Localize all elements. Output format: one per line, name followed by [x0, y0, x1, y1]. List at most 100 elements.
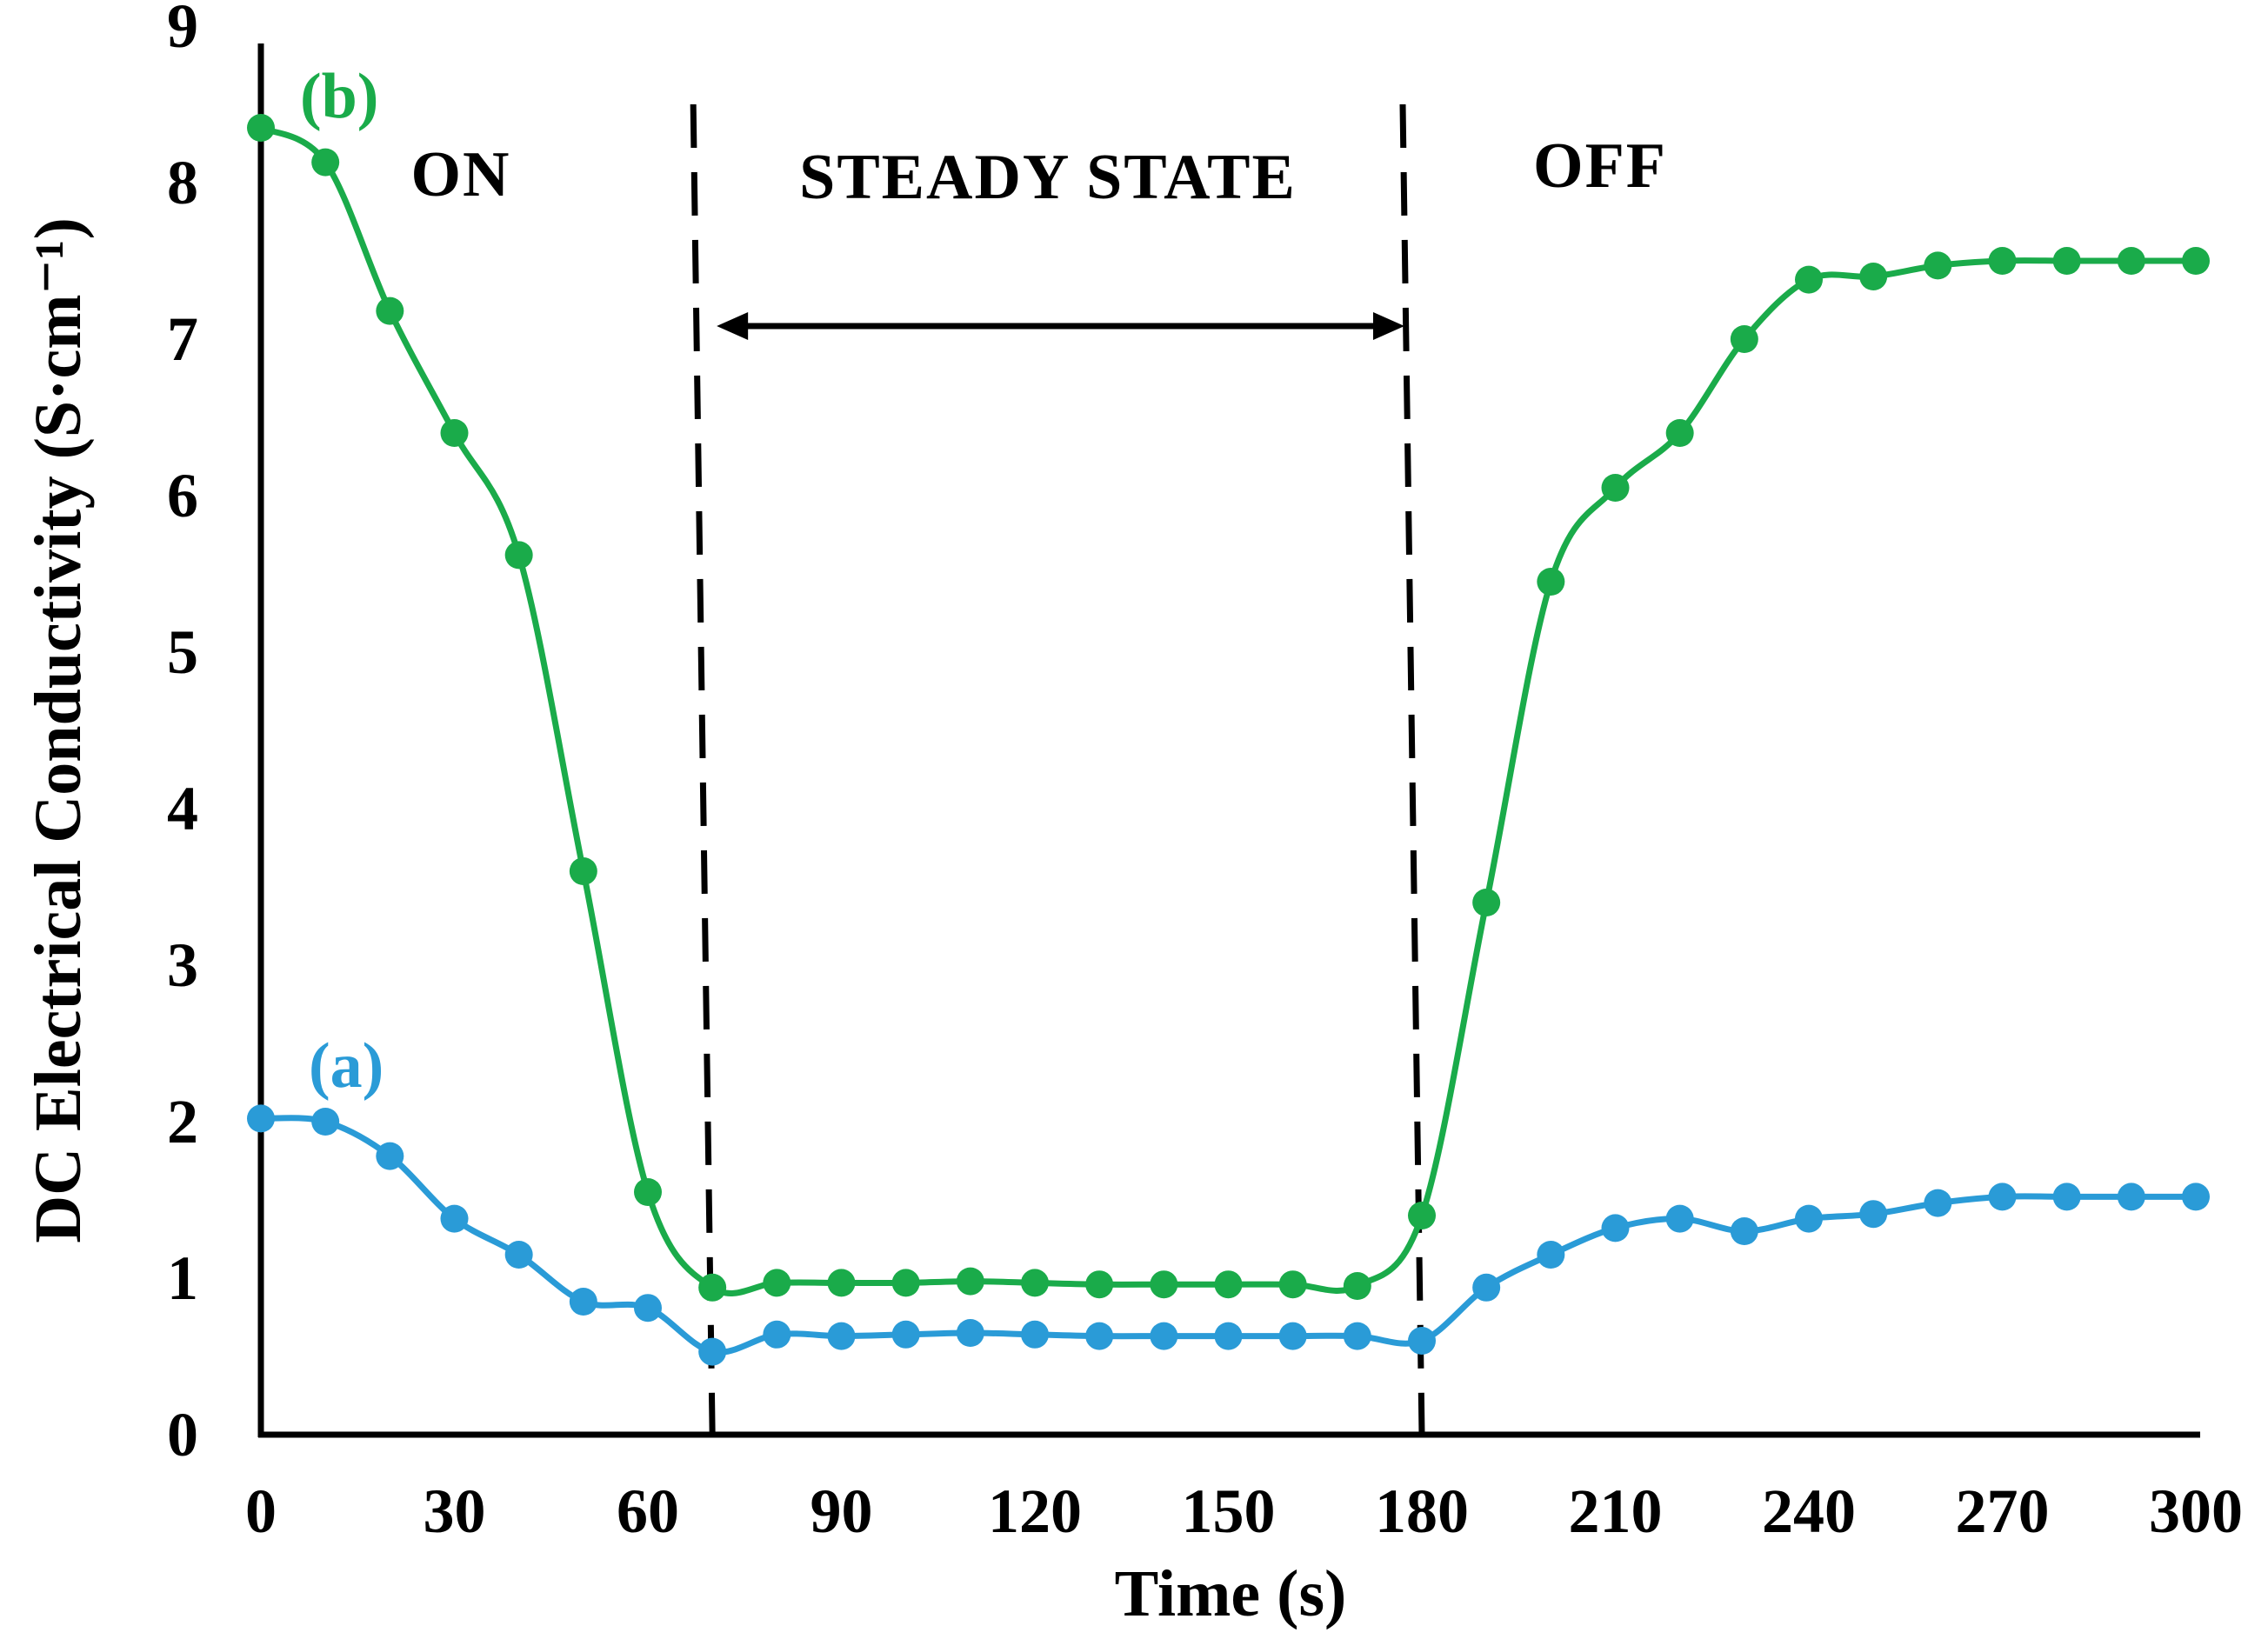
data-point — [956, 1319, 984, 1347]
region-label-off: OFF — [1533, 130, 1667, 202]
data-point — [1408, 1327, 1436, 1355]
data-point — [440, 1204, 469, 1233]
data-point — [1343, 1272, 1371, 1300]
axes — [257, 43, 2200, 1438]
data-point — [1601, 1214, 1630, 1243]
data-point — [569, 857, 597, 885]
y-tick-label: 2 — [167, 1087, 198, 1156]
region-boundaries — [690, 103, 1425, 1436]
data-point — [1859, 1200, 1888, 1229]
data-point — [2052, 1183, 2081, 1211]
y-tick-label: 1 — [167, 1243, 198, 1313]
series-a — [247, 1104, 2210, 1366]
data-point — [376, 296, 404, 325]
x-tick-label: 300 — [2149, 1476, 2243, 1546]
data-point — [1537, 1241, 1565, 1269]
y-tick-label: 6 — [167, 461, 198, 530]
arrow-head-left — [717, 312, 749, 340]
data-point — [1665, 1204, 1694, 1233]
data-point — [698, 1273, 727, 1302]
data-point — [1343, 1322, 1371, 1350]
data-point — [1278, 1270, 1307, 1299]
series-label-a: (a) — [309, 1030, 384, 1102]
data-point — [1085, 1270, 1114, 1299]
data-point — [827, 1322, 856, 1350]
data-point — [2117, 247, 2145, 275]
x-tick-label: 210 — [1569, 1476, 1663, 1546]
data-point — [440, 419, 469, 447]
region-label-steady-state: STEADY STATE — [799, 142, 1297, 213]
data-point — [763, 1320, 791, 1349]
data-point — [247, 1104, 275, 1133]
x-tick-label: 150 — [1182, 1476, 1276, 1546]
x-tick-label: 240 — [1762, 1476, 1856, 1546]
data-point — [311, 148, 340, 177]
data-point — [504, 541, 533, 570]
region-label-on: ON — [411, 139, 511, 210]
data-point — [1665, 419, 1694, 447]
data-point — [1730, 1217, 1758, 1245]
data-point — [1795, 265, 1823, 294]
x-tick-label: 180 — [1375, 1476, 1469, 1546]
data-point — [1085, 1322, 1114, 1350]
data-point — [698, 1337, 727, 1366]
data-point — [376, 1142, 404, 1170]
data-point — [1150, 1322, 1178, 1350]
series-line — [259, 124, 2196, 1296]
y-tick-label: 7 — [167, 304, 198, 374]
data-point — [1214, 1322, 1243, 1350]
data-point — [1924, 251, 1952, 280]
y-axis-ticks: 0 1 2 3 4 5 6 7 8 9 — [167, 0, 198, 1469]
data-point — [247, 114, 275, 142]
data-point — [569, 1288, 597, 1316]
data-point — [763, 1269, 791, 1297]
y-tick-label: 4 — [167, 774, 198, 843]
arrow-head-right — [1373, 312, 1404, 340]
data-point — [1278, 1322, 1307, 1350]
data-point — [891, 1269, 920, 1297]
x-tick-label: 0 — [245, 1476, 277, 1546]
boundary-dashed-line — [690, 103, 716, 1436]
series-labels: (b) (a) — [300, 61, 384, 1102]
series-label-b: (b) — [300, 61, 378, 132]
region-labels: ON STEADY STATE OFF — [411, 130, 1667, 213]
data-point — [1021, 1269, 1049, 1297]
data-point — [1408, 1202, 1436, 1229]
x-tick-label: 270 — [1956, 1476, 2050, 1546]
x-tick-label: 60 — [617, 1476, 679, 1546]
data-point — [311, 1108, 340, 1136]
data-point — [1988, 247, 2017, 275]
data-series — [247, 114, 2210, 1366]
series-line — [260, 1115, 2196, 1356]
data-point — [2182, 247, 2210, 275]
data-point — [1988, 1183, 2017, 1211]
data-point — [1021, 1320, 1049, 1349]
x-tick-label: 120 — [988, 1476, 1082, 1546]
y-tick-label: 0 — [167, 1400, 198, 1469]
data-point — [2117, 1183, 2145, 1211]
x-tick-label: 30 — [424, 1476, 486, 1546]
data-point — [1730, 325, 1758, 353]
data-point — [634, 1294, 662, 1323]
data-point — [1537, 568, 1565, 596]
y-tick-label: 9 — [167, 0, 198, 61]
y-tick-label: 3 — [167, 930, 198, 1000]
data-point — [2182, 1183, 2210, 1211]
series-b — [247, 114, 2210, 1302]
data-point — [827, 1269, 856, 1297]
x-axis-ticks: 0 30 60 90 120 150 180 210 240 270 300 — [245, 1476, 2243, 1546]
data-point — [956, 1267, 984, 1296]
data-point — [1601, 474, 1630, 502]
data-point — [1924, 1189, 1952, 1217]
data-point — [2052, 247, 2081, 275]
data-point — [1472, 1273, 1501, 1302]
data-point — [1214, 1270, 1243, 1299]
steady-state-arrow — [717, 312, 1404, 340]
data-point — [891, 1320, 920, 1349]
y-axis-title: DC Electrical Conductivity (S·cm⁻¹) — [22, 217, 95, 1243]
data-point — [634, 1178, 662, 1206]
y-tick-label: 5 — [167, 617, 198, 687]
x-tick-label: 90 — [810, 1476, 873, 1546]
